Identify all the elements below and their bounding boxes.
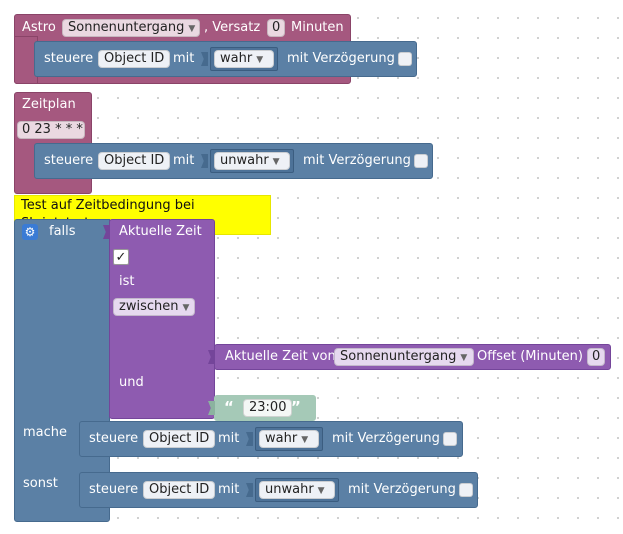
- value-wahr: wahr: [220, 51, 253, 66]
- current-time-label: Aktuelle Zeit: [119, 224, 202, 239]
- schedule-label: Zeitplan: [22, 97, 76, 112]
- time-text-input[interactable]: 23:00: [243, 399, 293, 417]
- input-connector: [208, 401, 215, 415]
- delay-label: mit Verzögerung: [348, 482, 456, 497]
- chevron-down-icon: ▼: [272, 157, 280, 167]
- astro-label: Astro: [22, 20, 56, 35]
- value-unwahr: unwahr: [265, 482, 314, 497]
- control-steuere-label: steuere: [44, 153, 94, 168]
- astro-event-dropdown[interactable]: Sonnenuntergang ▼: [62, 19, 200, 37]
- control-mit-label: mit: [173, 51, 195, 66]
- value-dropdown[interactable]: unwahr ▼: [214, 152, 290, 170]
- input-connector: [201, 52, 208, 66]
- operator-value: zwischen: [119, 299, 179, 314]
- und-label: und: [119, 375, 144, 390]
- value-wahr: wahr: [265, 431, 298, 446]
- chevron-down-icon: ▼: [301, 435, 309, 445]
- open-quote-icon: “: [224, 398, 234, 416]
- chevron-down-icon: ▼: [317, 486, 325, 496]
- delay-checkbox[interactable]: [398, 52, 412, 66]
- astro-time-label: Aktuelle Zeit von: [225, 349, 336, 364]
- astro-offset-label: , Versatz: [204, 20, 261, 35]
- delay-label: mit Verzögerung: [332, 431, 440, 446]
- input-connector: [246, 432, 253, 446]
- object-id-field[interactable]: Object ID: [143, 430, 216, 448]
- time-text-block[interactable]: “ 23:00 ”: [214, 395, 316, 421]
- delay-checkbox[interactable]: [459, 483, 473, 497]
- object-id-field[interactable]: Object ID: [98, 152, 171, 170]
- control-steuere-label: steuere: [89, 431, 139, 446]
- control-mit-label: mit: [218, 431, 240, 446]
- chevron-down-icon: ▼: [188, 24, 196, 34]
- control-steuere-label: steuere: [89, 482, 139, 497]
- operator-dropdown[interactable]: zwischen ▼: [113, 298, 196, 316]
- control-steuere-label: steuere: [44, 51, 94, 66]
- astro-time-offset-input[interactable]: 0: [587, 348, 605, 366]
- value-dropdown[interactable]: unwahr ▼: [259, 481, 335, 499]
- ist-label: ist: [119, 274, 135, 289]
- chevron-down-icon: ▼: [256, 55, 264, 65]
- control-block-sonst[interactable]: steuere Object ID mit unwahr ▼ mit Verzög…: [79, 472, 478, 508]
- cron-input[interactable]: 0 23 * * *: [17, 121, 85, 139]
- input-connector: [246, 483, 253, 497]
- control-mit-label: mit: [218, 482, 240, 497]
- object-id-field[interactable]: Object ID: [143, 481, 216, 499]
- astro-offset-input[interactable]: 0: [267, 19, 285, 37]
- astro-time-offset-label: Offset (Minuten): [477, 349, 583, 364]
- close-quote-icon: ”: [291, 398, 301, 416]
- value-dropdown[interactable]: wahr ▼: [259, 430, 319, 448]
- if-sonst-label: sonst: [23, 476, 58, 491]
- control-block-2[interactable]: steuere Object ID mit unwahr ▼ mit Verzög…: [34, 143, 433, 179]
- gear-icon[interactable]: ⚙: [22, 224, 38, 240]
- delay-label: mit Verzögerung: [303, 153, 411, 168]
- astro-event-value: Sonnenuntergang: [68, 20, 185, 35]
- input-connector: [208, 350, 215, 364]
- delay-checkbox[interactable]: [443, 432, 457, 446]
- input-connector: [103, 225, 110, 239]
- if-falls-label: falls: [49, 224, 76, 239]
- value-slot: wahr ▼: [255, 427, 323, 451]
- astro-time-block[interactable]: Aktuelle Zeit von Sonnenuntergang ▼ Offse…: [214, 344, 611, 370]
- if-else-block[interactable]: [14, 219, 110, 522]
- if-mache-label: mache: [23, 425, 68, 440]
- chevron-down-icon: ▼: [182, 303, 190, 313]
- value-slot: unwahr ▼: [210, 149, 294, 173]
- control-mit-label: mit: [173, 153, 195, 168]
- time-compare-checkbox[interactable]: ✓: [113, 249, 129, 265]
- astro-time-event-dropdown[interactable]: Sonnenuntergang ▼: [334, 348, 474, 366]
- astro-unit-label: Minuten: [291, 20, 344, 35]
- astro-time-event-value: Sonnenuntergang: [340, 349, 457, 364]
- delay-label: mit Verzögerung: [287, 51, 395, 66]
- input-connector: [201, 154, 208, 168]
- value-slot: unwahr ▼: [255, 478, 339, 502]
- control-block-1[interactable]: steuere Object ID mit wahr ▼ mit Verzöger…: [34, 41, 417, 77]
- object-id-field[interactable]: Object ID: [98, 50, 171, 68]
- chevron-down-icon: ▼: [460, 353, 468, 363]
- value-slot: wahr ▼: [210, 47, 278, 71]
- delay-checkbox[interactable]: [414, 154, 428, 168]
- value-unwahr: unwahr: [220, 153, 269, 168]
- control-block-mache[interactable]: steuere Object ID mit wahr ▼ mit Verzöger…: [79, 421, 463, 457]
- value-dropdown[interactable]: wahr ▼: [214, 50, 274, 68]
